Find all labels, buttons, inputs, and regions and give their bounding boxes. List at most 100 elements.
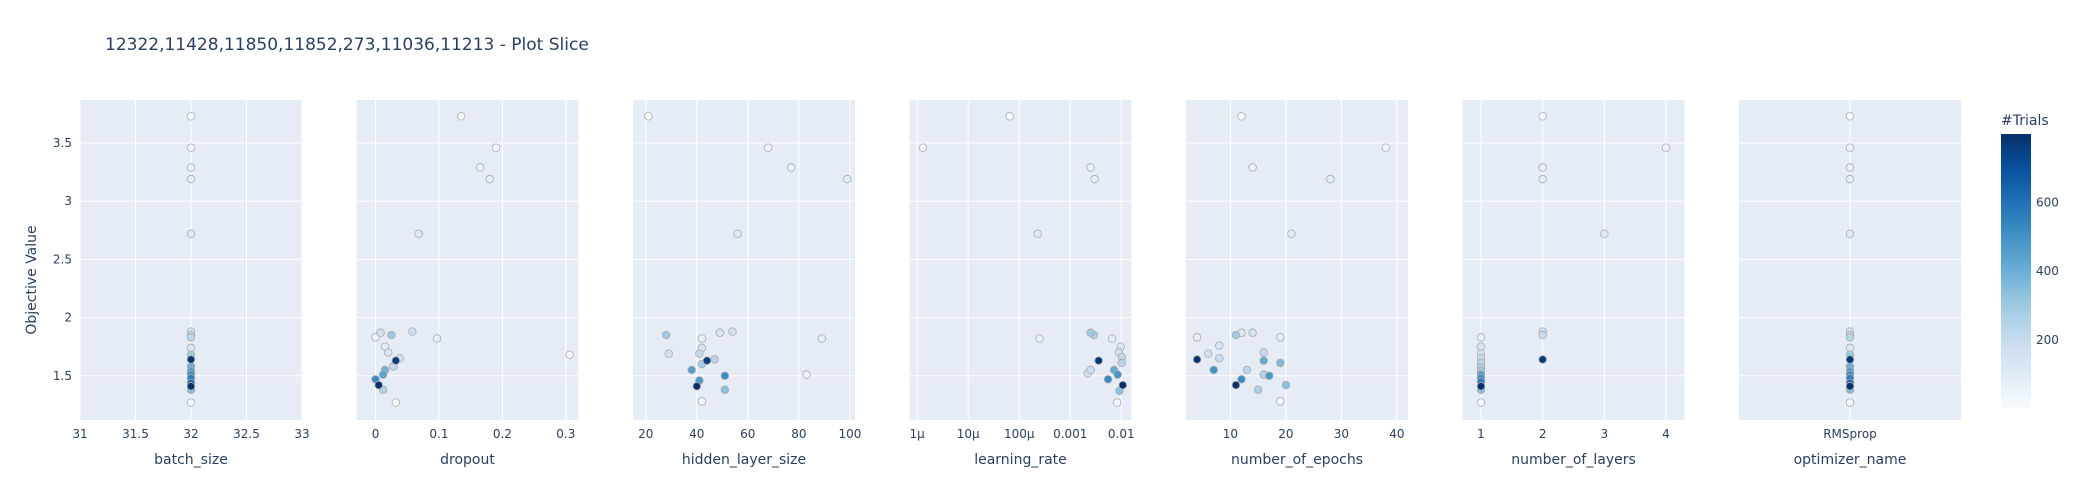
plot-area <box>633 100 855 420</box>
data-point <box>1476 333 1486 342</box>
x-tick-label: 10 <box>1223 427 1238 441</box>
data-point <box>728 327 737 336</box>
data-point <box>1094 356 1103 365</box>
plot-area <box>356 100 579 420</box>
data-point <box>414 229 423 239</box>
x-axis-label: learning_rate <box>974 452 1067 468</box>
x-axis-label: dropout <box>440 452 495 468</box>
x-tick-label: 0.2 <box>493 427 512 441</box>
data-point <box>710 355 719 364</box>
x-tick-label: 0.1 <box>429 427 448 441</box>
x-tick-label: RMSprop <box>1823 427 1877 441</box>
x-tick-label: 100 <box>838 427 861 441</box>
plot-area <box>1186 100 1408 420</box>
colorbar-tick-label: 400 <box>2036 264 2059 278</box>
data-point <box>1118 380 1127 390</box>
data-point <box>1845 163 1855 172</box>
data-point <box>1538 355 1547 364</box>
subplot-optimizer-name: RMSprop optimizer_name <box>1739 100 1961 468</box>
data-point <box>1203 349 1213 358</box>
data-point <box>661 330 671 340</box>
x-tick-label: 0 <box>372 427 380 441</box>
colorbar-ticks: 200 400 600 <box>2036 196 2059 347</box>
data-point <box>802 370 811 379</box>
data-point <box>374 380 383 390</box>
data-point <box>733 229 742 239</box>
data-point <box>1845 143 1855 152</box>
data-point <box>764 143 773 152</box>
y-tick-label: 1.5 <box>53 369 72 383</box>
data-point <box>1287 229 1296 239</box>
subplot-batch-size: 31 31.5 32 32.5 33 1.5 2 2.5 3 3.5 batch_size <box>53 100 310 468</box>
subplot-number-of-epochs: 10 20 30 40 number_of_epochs <box>1186 100 1408 468</box>
data-point <box>1476 398 1486 407</box>
data-point <box>787 163 796 172</box>
data-point <box>186 143 196 152</box>
data-point <box>1845 112 1855 121</box>
data-point <box>387 330 396 340</box>
x-tick-label: 32.5 <box>233 427 260 441</box>
data-point <box>1276 333 1285 342</box>
data-point <box>1215 341 1224 350</box>
y-tick-label: 2.5 <box>53 252 72 266</box>
data-point <box>918 143 928 152</box>
data-point <box>1209 365 1218 375</box>
data-point <box>186 355 196 364</box>
data-point <box>1237 375 1246 384</box>
plot-area <box>909 100 1132 420</box>
x-axis-label: number_of_epochs <box>1231 452 1363 468</box>
colorbar-title: #Trials <box>2001 113 2049 129</box>
data-point <box>702 356 712 365</box>
data-point <box>1326 174 1335 184</box>
data-point <box>378 370 388 379</box>
x-tick-label: 32 <box>183 427 198 441</box>
data-point <box>1237 112 1246 121</box>
data-point <box>1248 328 1257 337</box>
data-point <box>186 229 196 239</box>
data-point <box>1192 333 1202 342</box>
x-axis-label: batch_size <box>154 452 228 468</box>
data-point <box>186 333 196 342</box>
data-point <box>1112 398 1122 407</box>
data-point <box>391 398 401 407</box>
subplot-hidden-layer-size: 20 40 60 80 100 hidden_layer_size <box>633 100 861 468</box>
data-point <box>1265 371 1274 380</box>
data-point <box>1538 163 1547 172</box>
data-point <box>186 174 196 184</box>
data-point <box>432 334 442 343</box>
data-point <box>371 333 380 342</box>
x-tick-label: 40 <box>1389 427 1404 441</box>
data-point <box>1086 328 1095 337</box>
data-point <box>697 334 707 343</box>
y-tick-label: 3.5 <box>53 136 72 150</box>
data-point <box>1600 229 1609 239</box>
data-point <box>1086 365 1095 375</box>
colorbar-tick-label: 600 <box>2036 196 2059 210</box>
data-point <box>1845 174 1855 184</box>
data-point <box>1476 342 1486 351</box>
data-point <box>1117 358 1126 368</box>
data-point <box>565 350 574 360</box>
data-point <box>1381 143 1390 152</box>
data-point <box>485 174 494 184</box>
data-point <box>817 334 827 343</box>
x-tick-label: 60 <box>740 427 755 441</box>
data-point <box>1845 333 1855 342</box>
data-point <box>664 349 673 358</box>
subplot-number-of-layers: 1 2 3 4 number_of_layers <box>1462 100 1685 468</box>
data-point <box>1113 370 1122 379</box>
x-tick-label: 100µ <box>1004 427 1035 441</box>
plot-area <box>1462 100 1685 420</box>
data-point <box>720 385 730 394</box>
x-axis-label: number_of_layers <box>1511 452 1636 468</box>
subplot-learning-rate: 1µ 10µ 100µ 0.001 0.01 learning_rate <box>909 100 1135 468</box>
data-point <box>695 349 704 358</box>
colorbar-tick-label: 200 <box>2036 333 2059 347</box>
subplot-dropout: 0 0.1 0.2 0.3 dropout <box>356 100 579 468</box>
x-tick-label: 30 <box>1334 427 1349 441</box>
x-tick-label: 80 <box>791 427 806 441</box>
data-point <box>376 328 385 337</box>
data-point <box>475 163 485 172</box>
